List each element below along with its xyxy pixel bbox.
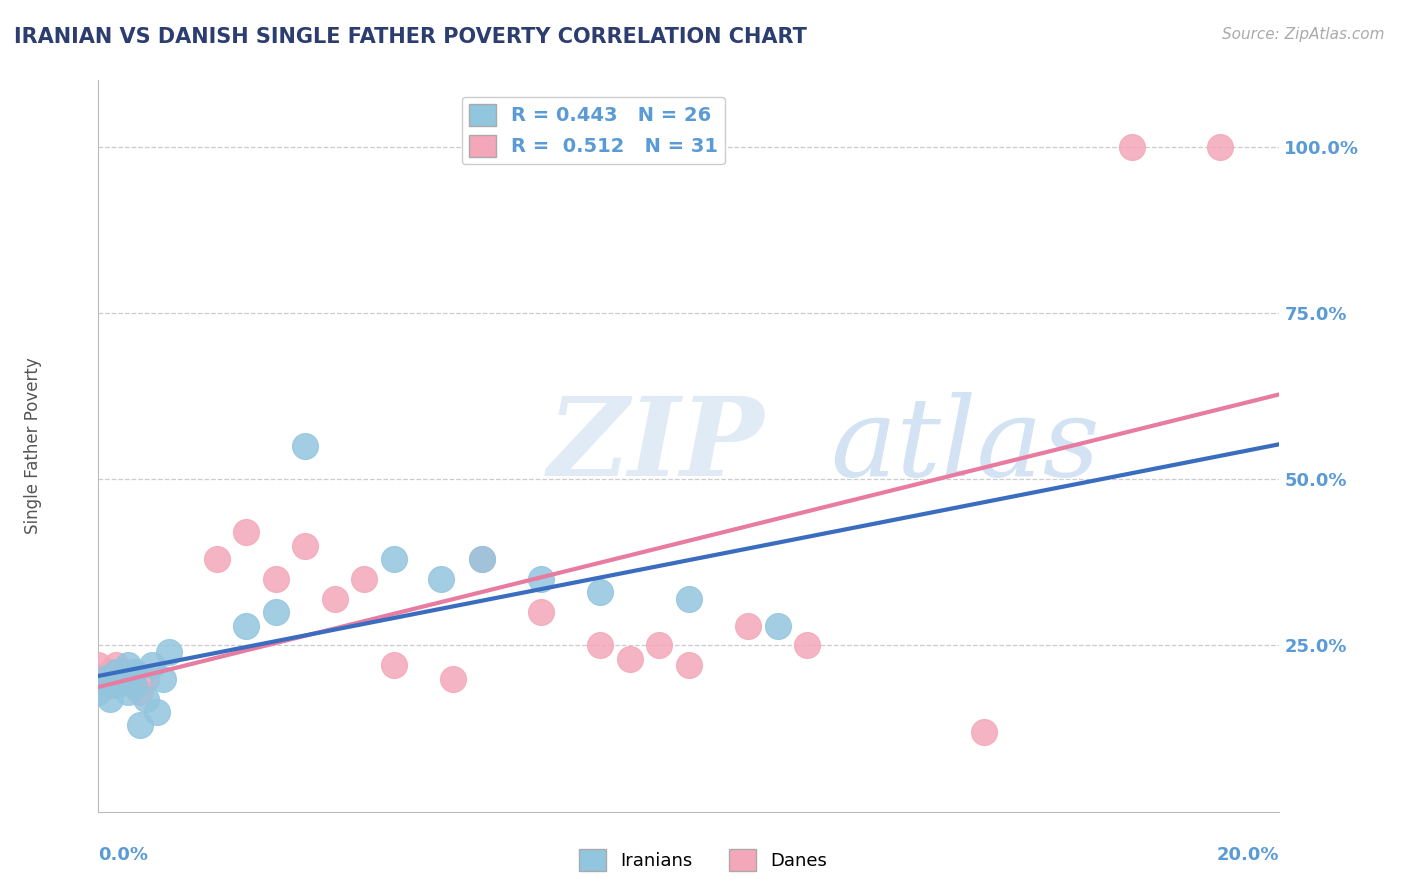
Point <box>98 678 121 692</box>
Point <box>111 672 134 686</box>
Point <box>128 685 150 699</box>
Point <box>471 552 494 566</box>
Point <box>87 685 110 699</box>
Text: atlas: atlas <box>831 392 1101 500</box>
Point <box>146 705 169 719</box>
Point <box>294 439 316 453</box>
Point <box>117 685 139 699</box>
Point <box>619 652 641 666</box>
Point <box>117 672 139 686</box>
Point <box>678 591 700 606</box>
Point <box>353 572 375 586</box>
Point <box>973 725 995 739</box>
Point <box>122 678 145 692</box>
Point <box>122 678 145 692</box>
Point <box>1121 140 1143 154</box>
Text: Source: ZipAtlas.com: Source: ZipAtlas.com <box>1222 27 1385 42</box>
Point <box>117 658 139 673</box>
Point <box>105 658 128 673</box>
Point <box>122 665 145 679</box>
Point <box>737 618 759 632</box>
Point <box>382 658 405 673</box>
Point <box>648 639 671 653</box>
Point <box>766 618 789 632</box>
Point <box>93 672 115 686</box>
Point <box>441 672 464 686</box>
Point <box>135 672 157 686</box>
Point <box>141 658 163 673</box>
Point <box>105 665 128 679</box>
Point <box>152 672 174 686</box>
Point <box>678 658 700 673</box>
Point <box>1209 140 1232 154</box>
Point <box>105 672 128 686</box>
Point <box>796 639 818 653</box>
Point <box>128 718 150 732</box>
Text: 0.0%: 0.0% <box>98 847 149 864</box>
Text: 20.0%: 20.0% <box>1218 847 1279 864</box>
Legend: R = 0.443   N = 26, R =  0.512   N = 31: R = 0.443 N = 26, R = 0.512 N = 31 <box>461 96 724 164</box>
Point <box>105 678 128 692</box>
Point <box>589 585 612 599</box>
Text: Single Father Poverty: Single Father Poverty <box>24 358 42 534</box>
Point <box>157 645 180 659</box>
Point <box>471 552 494 566</box>
Point <box>589 639 612 653</box>
Point <box>235 525 257 540</box>
Point <box>122 665 145 679</box>
Point <box>98 691 121 706</box>
Point <box>530 572 553 586</box>
Point <box>87 658 110 673</box>
Point <box>111 665 134 679</box>
Point <box>205 552 228 566</box>
Point <box>93 672 115 686</box>
Legend: Iranians, Danes: Iranians, Danes <box>572 842 834 879</box>
Point <box>530 605 553 619</box>
Point <box>323 591 346 606</box>
Text: IRANIAN VS DANISH SINGLE FATHER POVERTY CORRELATION CHART: IRANIAN VS DANISH SINGLE FATHER POVERTY … <box>14 27 807 46</box>
Point <box>382 552 405 566</box>
Point <box>264 572 287 586</box>
Point <box>294 539 316 553</box>
Point <box>430 572 453 586</box>
Point <box>135 691 157 706</box>
Text: ZIP: ZIP <box>547 392 763 500</box>
Point <box>98 665 121 679</box>
Point <box>235 618 257 632</box>
Point <box>264 605 287 619</box>
